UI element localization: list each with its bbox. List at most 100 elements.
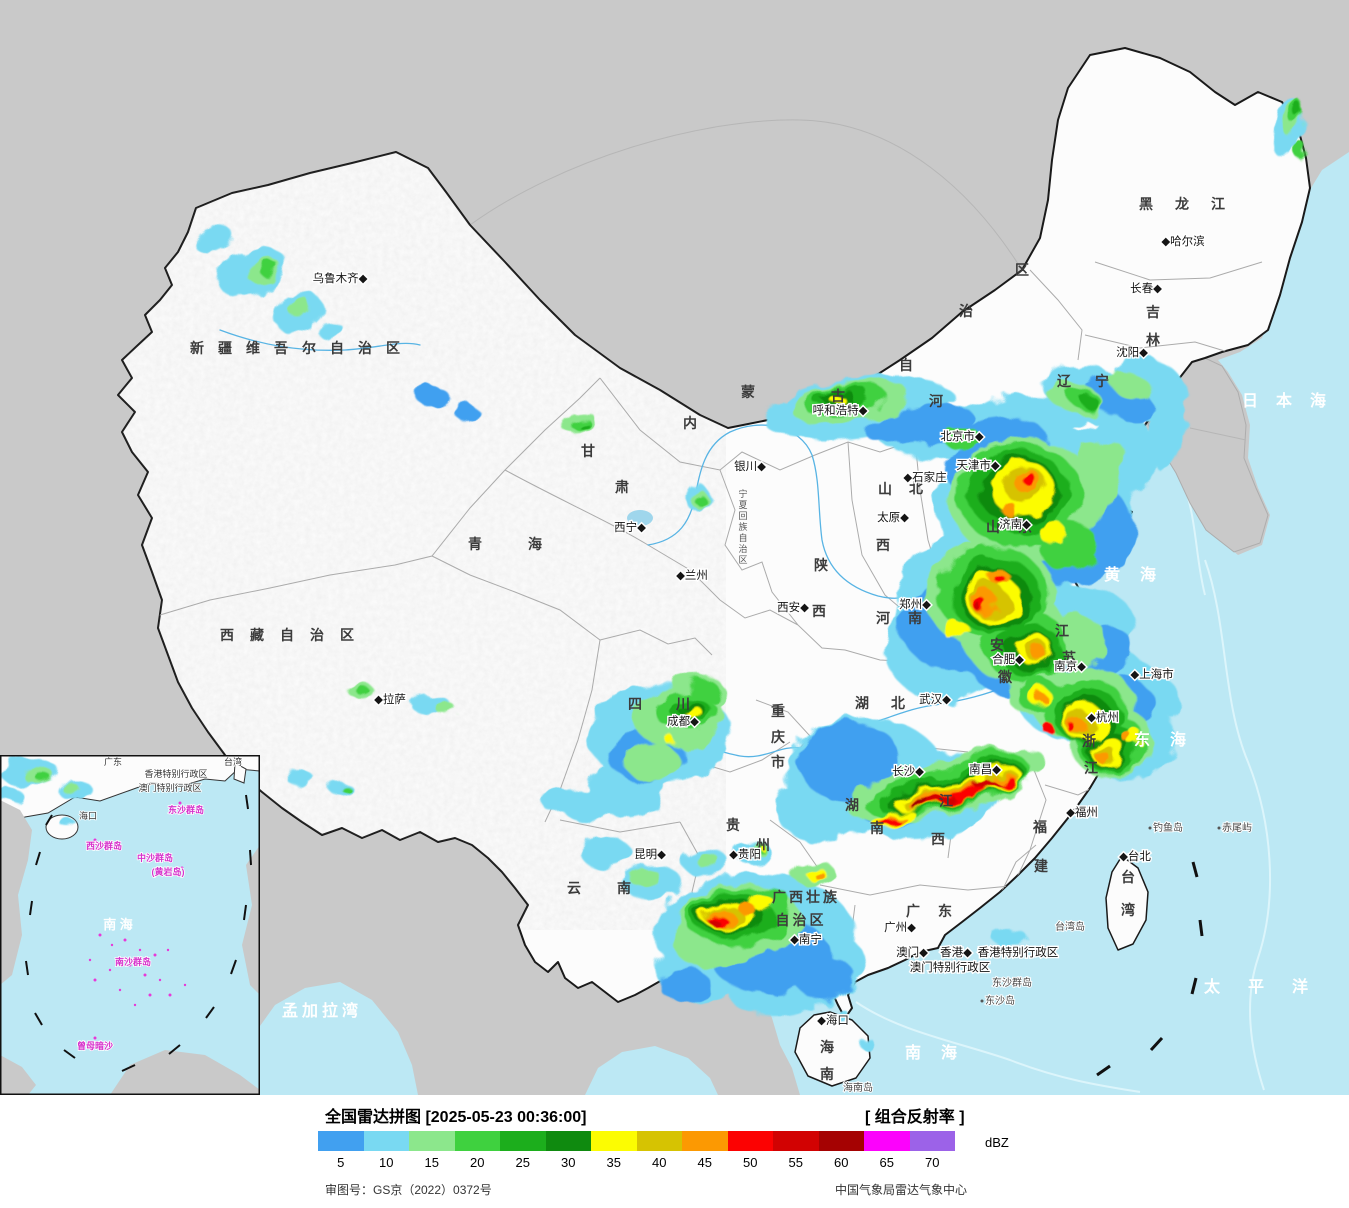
scale-cell: 25 bbox=[500, 1131, 546, 1170]
city-label: 天津市◆ bbox=[956, 458, 999, 472]
scale-cell: 55 bbox=[773, 1131, 819, 1170]
scale-swatch bbox=[545, 1131, 591, 1151]
inset-island-dots bbox=[88, 801, 190, 1040]
city-label: 太原◆ bbox=[877, 511, 909, 524]
scale-cell: 45 bbox=[682, 1131, 728, 1170]
province-label: 重 bbox=[771, 703, 785, 719]
province-label: 青海 bbox=[468, 536, 588, 552]
city-label: 南京◆ bbox=[1054, 659, 1086, 673]
province-label: 建 bbox=[1034, 858, 1048, 874]
inset-label: 台湾 bbox=[224, 756, 242, 767]
province-label: 西 bbox=[876, 537, 890, 553]
city-label: 呼和浩特◆ bbox=[813, 403, 868, 417]
province-label-small: 夏 bbox=[738, 500, 747, 510]
province-label: 南 bbox=[820, 1066, 834, 1082]
mongolia-border bbox=[469, 119, 1023, 271]
province-label: 江 bbox=[1084, 760, 1098, 776]
province-label: 内 bbox=[683, 415, 697, 431]
scale-swatch bbox=[318, 1131, 364, 1151]
province-label: 古 bbox=[831, 388, 845, 404]
scale-cell: 10 bbox=[363, 1131, 409, 1170]
radar-echoes bbox=[192, 98, 1308, 1047]
scale-swatch bbox=[636, 1131, 682, 1151]
province-label: 新疆维吾尔自治区 bbox=[190, 340, 414, 356]
province-label: 广东 bbox=[906, 903, 970, 919]
inset-label: 曾母暗沙 bbox=[77, 1040, 113, 1051]
province-label: 海 bbox=[820, 1039, 834, 1055]
province-label: 肃 bbox=[615, 479, 629, 495]
sea-label: 孟加拉湾 bbox=[282, 1001, 362, 1020]
province-label: 吉 bbox=[1146, 304, 1160, 320]
province-label: 西 bbox=[931, 831, 945, 847]
legend-bar: 全国雷达拼图 [2025-05-23 00:36:00] [ 组合反射率 ] 5… bbox=[0, 1095, 1349, 1208]
scale-value: 15 bbox=[424, 1155, 439, 1170]
scale-cell: 60 bbox=[818, 1131, 864, 1170]
scale-swatch bbox=[500, 1131, 546, 1151]
sea-label: 太平洋 bbox=[1203, 977, 1336, 996]
city-label: ◆贵阳 bbox=[729, 848, 761, 861]
scale-swatch bbox=[454, 1131, 500, 1151]
province-label: 浙 bbox=[1082, 733, 1096, 749]
city-label: 乌鲁木齐◆ bbox=[313, 271, 368, 285]
city-label: 银川◆ bbox=[734, 459, 766, 473]
province-label: 辽宁 bbox=[1057, 373, 1133, 389]
city-label: ◆南宁 bbox=[790, 932, 822, 946]
province-label: 西藏自治区 bbox=[220, 627, 370, 643]
scale-swatch bbox=[409, 1131, 455, 1151]
inset-label: 南沙群岛 bbox=[115, 956, 151, 967]
inset-china-coast bbox=[0, 755, 260, 828]
province-label: 四川 bbox=[628, 696, 724, 712]
scale-swatch bbox=[864, 1131, 910, 1151]
scale-unit: dBZ bbox=[985, 1135, 1009, 1150]
city-label: 成都◆ bbox=[667, 715, 699, 728]
city-label: 沈阳◆ bbox=[1116, 345, 1148, 359]
island-label: 东沙群岛 bbox=[992, 976, 1032, 989]
island-label: 钓鱼岛 bbox=[1153, 821, 1183, 834]
sea-area bbox=[230, 152, 1349, 1095]
scale-value: 10 bbox=[379, 1155, 394, 1170]
city-label: 昆明◆ bbox=[634, 848, 666, 861]
scale-swatch bbox=[818, 1131, 864, 1151]
scale-cell: 70 bbox=[909, 1131, 955, 1170]
city-label: 澳门◆ bbox=[896, 945, 928, 959]
province-label: 湖 bbox=[845, 797, 859, 813]
scale-cell: 20 bbox=[454, 1131, 500, 1170]
inset-label: 香港特别行政区 bbox=[144, 768, 207, 779]
island-label: 海南岛 bbox=[843, 1081, 873, 1094]
province-label: 安 bbox=[990, 637, 1004, 653]
province-label: 湾 bbox=[1121, 902, 1135, 918]
inset-label: 南 海 bbox=[103, 917, 133, 932]
city-label: ◆海口 bbox=[817, 1013, 849, 1027]
city-label: 长沙◆ bbox=[892, 765, 924, 778]
province-label: 徽 bbox=[997, 669, 1013, 685]
province-label: 广西壮族 bbox=[772, 889, 840, 905]
scale-cell: 30 bbox=[545, 1131, 591, 1170]
city-label: ◆福州 bbox=[1066, 805, 1098, 819]
city-label: ◆杭州 bbox=[1087, 710, 1119, 724]
inset-label: 西沙群岛 bbox=[86, 840, 122, 851]
scale-value: 25 bbox=[515, 1155, 530, 1170]
province-label: 苏 bbox=[1062, 650, 1076, 666]
color-scale: 5 10 15 20 25 30 35 40 45 50 55 60 65 70 bbox=[318, 1131, 955, 1170]
city-label: ◆拉萨 bbox=[374, 692, 406, 706]
scale-value: 35 bbox=[606, 1155, 621, 1170]
scale-value: 45 bbox=[697, 1155, 712, 1170]
province-label: 林 bbox=[1146, 332, 1160, 348]
province-label: 福 bbox=[1032, 819, 1047, 835]
scale-value: 40 bbox=[652, 1155, 667, 1170]
scale-value: 5 bbox=[337, 1155, 345, 1170]
scale-cell: 5 bbox=[318, 1131, 364, 1170]
province-label-small: 区 bbox=[738, 555, 747, 565]
scale-swatch bbox=[727, 1131, 773, 1151]
sea-label: 黄海 bbox=[1104, 565, 1176, 584]
inset-label: 东沙群岛 bbox=[168, 804, 204, 815]
island-label: 东沙岛 bbox=[985, 994, 1015, 1007]
province-label: 西 bbox=[812, 603, 826, 619]
province-label: 自治区 bbox=[776, 912, 827, 928]
city-label: 香港◆ bbox=[940, 946, 972, 959]
inset-label: 广东 bbox=[104, 756, 122, 767]
